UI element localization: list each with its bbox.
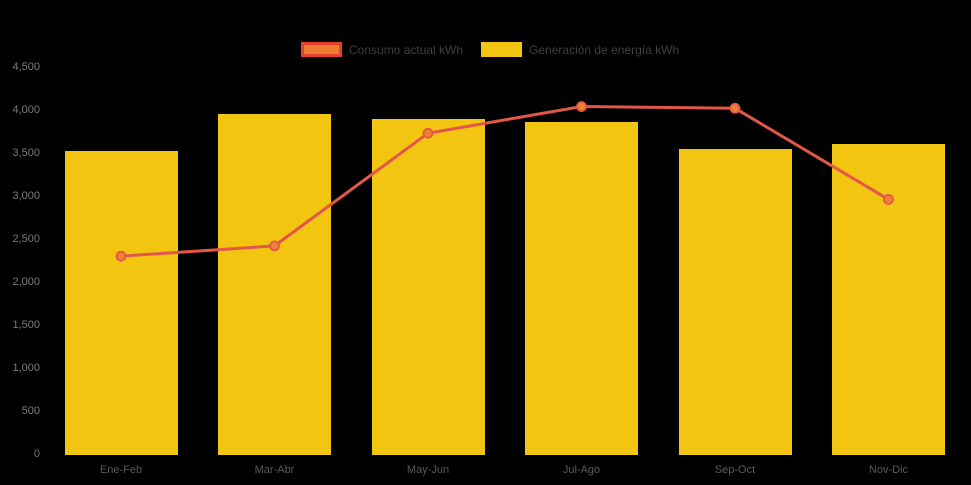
y-axis-tick-label: 4,000 — [12, 103, 40, 116]
x-axis-category-label: Jul-Ago — [562, 464, 601, 476]
legend-label-consumo: Consumo actual kWh — [349, 42, 464, 57]
bar — [678, 148, 792, 456]
x-axis-category-label: Nov-Dic — [868, 464, 909, 476]
x-axis-category-label: Mar-Abr — [254, 464, 295, 476]
bar — [832, 144, 945, 456]
bar — [371, 118, 485, 456]
legend-item-generacion: Generación de energía kWh — [481, 42, 679, 57]
legend-label-generacion: Generación de energía kWh — [529, 42, 680, 57]
y-axis-tick-label: 3,500 — [12, 146, 40, 159]
y-axis-tick-label: 2,000 — [12, 275, 40, 288]
y-axis-tick-label: 1,500 — [12, 318, 40, 331]
bar — [218, 114, 331, 456]
consumo-swatch-icon — [301, 42, 342, 57]
y-axis-tick-label: 3,000 — [12, 189, 40, 202]
x-axis-category-label: Sep-Oct — [714, 464, 756, 476]
y-axis-tick-label: 4,500 — [12, 60, 40, 73]
y-axis-tick-label: 2,500 — [12, 232, 40, 245]
bar — [64, 151, 178, 456]
y-axis-tick-label: 0 — [33, 447, 40, 460]
y-axis-tick-label: 500 — [21, 404, 40, 417]
x-axis-category-label: Ene-Feb — [99, 464, 143, 476]
legend: Consumo actual kWh Generación de energía… — [301, 42, 679, 57]
y-axis-tick-label: 1,000 — [12, 361, 40, 374]
x-axis-category-label: May-Jun — [406, 464, 450, 476]
bar — [525, 122, 638, 456]
data-point-marker — [576, 101, 587, 112]
generacion-swatch-icon — [481, 42, 523, 57]
legend-item-consumo: Consumo actual kWh — [301, 42, 463, 57]
data-point-marker — [729, 102, 741, 114]
